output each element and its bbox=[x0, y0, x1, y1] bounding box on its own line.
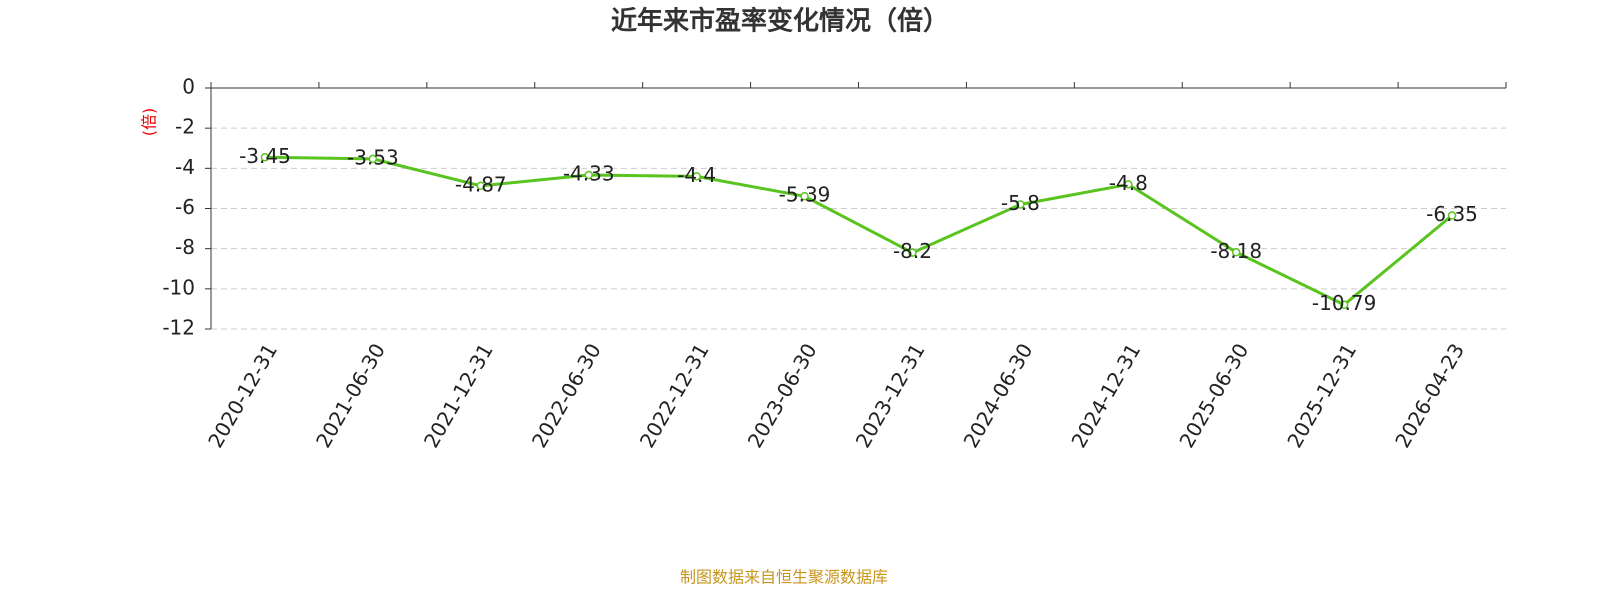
point bbox=[476, 181, 486, 191]
point bbox=[584, 170, 593, 180]
y-tick-label: -2 bbox=[175, 115, 195, 139]
line bbox=[264, 155, 1453, 307]
data-label: -6.35 bbox=[1426, 202, 1478, 226]
point bbox=[1124, 180, 1133, 189]
data-label: -4.33 bbox=[563, 161, 615, 185]
data-label: -5.39 bbox=[779, 183, 831, 207]
data-label: -5.8 bbox=[1001, 191, 1040, 215]
point bbox=[692, 172, 701, 181]
x-tick-label: 2024-06-30 bbox=[959, 339, 1038, 452]
y-tick-label: -4 bbox=[175, 155, 195, 179]
data-label: -4.4 bbox=[677, 163, 716, 187]
point bbox=[1447, 211, 1457, 220]
x-tick-label: 2024-12-31 bbox=[1066, 339, 1145, 452]
source-note: 制图数据来自恒生聚源数据库 bbox=[680, 568, 888, 587]
y-tick-label: -10 bbox=[162, 275, 195, 299]
x-tick-label: 2025-06-30 bbox=[1174, 339, 1253, 452]
data-label: -8.2 bbox=[893, 239, 932, 263]
point bbox=[368, 154, 378, 164]
y-tick-label: -6 bbox=[175, 195, 195, 219]
x-tick-label: 2020-12-31 bbox=[203, 339, 282, 452]
y-tick-label: -12 bbox=[162, 316, 195, 340]
x-tick-label: 2025-12-31 bbox=[1282, 339, 1361, 452]
data-label: -4.8 bbox=[1109, 171, 1148, 195]
data-label: -10.79 bbox=[1312, 291, 1376, 315]
x-tick-label: 2022-06-30 bbox=[527, 339, 606, 452]
x-tick-label: 2021-12-31 bbox=[419, 339, 498, 452]
y-tick-label: 0 bbox=[182, 75, 195, 99]
data-label: -3.45 bbox=[239, 144, 291, 168]
point bbox=[260, 153, 270, 162]
point bbox=[800, 191, 809, 201]
chart-title: 近年来市盈率变化情况（倍） bbox=[611, 6, 949, 37]
x-tick-label: 2022-12-31 bbox=[635, 339, 714, 452]
point bbox=[1231, 248, 1241, 257]
x-tick-label: 2026-04-23 bbox=[1390, 339, 1469, 452]
data-label: -3.53 bbox=[347, 145, 399, 169]
y-axis-label: (倍) bbox=[140, 108, 159, 137]
point bbox=[1016, 200, 1025, 209]
point bbox=[1339, 300, 1349, 309]
x-tick-label: 2023-12-31 bbox=[851, 339, 930, 452]
point bbox=[908, 248, 917, 257]
y-tick-label: -8 bbox=[175, 235, 195, 259]
x-tick-label: 2021-06-30 bbox=[311, 339, 390, 452]
x-tick-label: 2023-06-30 bbox=[743, 339, 822, 452]
data-label: -4.87 bbox=[455, 172, 507, 196]
data-label: -8.18 bbox=[1210, 239, 1262, 263]
